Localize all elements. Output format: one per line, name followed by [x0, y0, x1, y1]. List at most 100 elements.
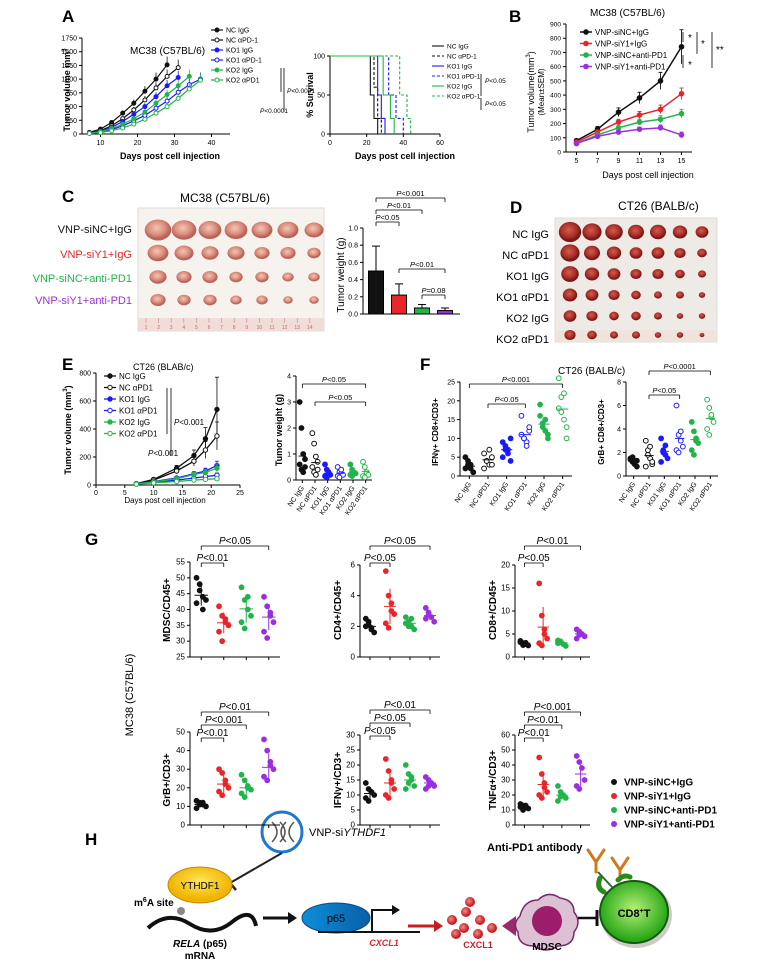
legend-label: VNP-siY1+IgG — [595, 40, 647, 49]
stat-value: <0.001 — [540, 702, 571, 713]
data-point — [642, 437, 649, 444]
y-tick-label: 200 — [79, 455, 91, 462]
data-point — [314, 466, 321, 473]
y-tick-label: 30 — [176, 637, 185, 646]
tumor-sample — [629, 247, 643, 259]
group-label-4: KO1 αPD1 — [496, 292, 549, 304]
data-point — [238, 771, 245, 778]
stat-value: <0.01 — [524, 728, 550, 739]
ythdf1-protein — [167, 866, 233, 904]
x-tick-label: 0 — [328, 140, 332, 147]
data-point — [216, 628, 222, 635]
data-point — [481, 450, 487, 457]
data-point — [131, 121, 137, 127]
y-tick-label: 500 — [65, 104, 77, 111]
data-point — [536, 580, 543, 587]
stat-star: ** — [716, 45, 724, 56]
data-point — [678, 132, 685, 138]
panel-a-left: MC38 (C57BL/6) Tumor volume mm3 Days pos… — [62, 46, 220, 161]
tumor-sample — [699, 332, 705, 338]
tumor-sample — [698, 313, 706, 319]
stat-p: P — [410, 260, 415, 269]
stat-p: P — [287, 88, 292, 95]
tumor-sample — [654, 291, 662, 299]
y-axis-label-text: Tumor volume(mm — [526, 58, 536, 133]
y-axis-label: TNFα+/CD3+ — [488, 750, 499, 810]
data-point — [107, 396, 113, 402]
legend-label: KO1 αPD1 — [119, 407, 158, 416]
x-tick-label: NC IgG — [454, 481, 473, 504]
data-point — [431, 783, 438, 789]
data-point — [241, 794, 248, 800]
y-tick-label: 500 — [550, 78, 561, 85]
y-tick-label: 50 — [176, 573, 185, 582]
y-tick-label: 0.4 — [348, 277, 358, 284]
data-point — [402, 614, 409, 621]
stat-value: <0.001 — [401, 189, 424, 198]
data-point — [107, 384, 113, 391]
y-axis-label-end: ) — [526, 51, 536, 54]
data-point — [647, 443, 653, 450]
legend-label: NC αPD-1 — [447, 54, 477, 61]
stat-p: P — [518, 553, 525, 564]
stat-label: P<0.001 — [502, 375, 530, 384]
ruler-label: 13 — [294, 325, 300, 331]
stat-value: <0.05 — [524, 553, 550, 564]
legend-label: VNP-siY1+IgG — [624, 792, 691, 803]
data-point — [563, 424, 570, 431]
tumor-sample — [631, 290, 641, 300]
panel-f: CT26 (BALB/c) IFNγ+ CD8+/CD3+ GrB+ CD8+/… — [431, 366, 625, 466]
data-point — [382, 568, 389, 575]
data-point — [360, 458, 366, 465]
data-point — [164, 83, 170, 89]
stat-star: * — [701, 39, 705, 50]
tumor-sample — [562, 288, 578, 302]
legend-label: VNP-siNC+IgG — [595, 28, 649, 37]
data-point — [142, 104, 148, 110]
photo-ruler — [138, 318, 324, 331]
y-tick-label: 10 — [346, 791, 355, 800]
stat-value: <0.01 — [543, 536, 569, 547]
data-point — [470, 469, 477, 476]
y-tick-label: 1.0 — [348, 226, 358, 233]
tumor-sample — [584, 245, 600, 261]
panel-a-right-chart: 0 50 100 0 20 40 60 NC IgG NC αPD-1 KO1 IgG KO1 αP… — [313, 44, 506, 148]
data-point — [264, 635, 271, 641]
mrna-label: mRNA — [185, 951, 216, 962]
tumor-sample — [672, 225, 688, 239]
data-point — [385, 624, 392, 631]
y-tick-label: 0 — [87, 483, 91, 490]
stat-p: P — [384, 536, 391, 547]
ruler-label: 8 — [233, 325, 236, 331]
stat-label: P<0.01 — [527, 715, 559, 726]
stat-p: P — [197, 553, 204, 564]
survival-line — [330, 55, 412, 134]
panel-c-bar: Tumor weight (g) — [336, 237, 347, 312]
data-point — [581, 777, 588, 783]
y-tick-label: 25 — [176, 653, 185, 662]
panel-c-bar-chart: 0.00.20.40.60.81.0P<0.001P<0.01P<0.05P<0… — [348, 189, 460, 319]
y-tick-label: 25 — [346, 746, 355, 755]
data-point — [296, 461, 303, 468]
data-point — [649, 459, 656, 465]
data-point — [642, 463, 649, 470]
y-tick-label: 10 — [447, 436, 455, 443]
data-point — [462, 465, 469, 472]
y-tick-label: 0 — [73, 132, 77, 139]
data-point — [153, 85, 159, 91]
data-point — [704, 426, 711, 432]
y-axis-label: Tumor weight (g) — [274, 394, 284, 466]
panel-label-C: C — [62, 187, 74, 206]
stat-label: P<0.001 — [396, 189, 424, 198]
y-tick-label: 20 — [501, 561, 510, 570]
data-point — [107, 419, 113, 425]
data-point — [322, 461, 328, 468]
x-tick-label: 10 — [150, 490, 158, 497]
y-tick-label: 1250 — [61, 63, 77, 70]
y-tick-label: 50 — [317, 93, 325, 100]
stat-value: <0.05 — [381, 213, 400, 222]
stat-p: P — [322, 375, 327, 384]
